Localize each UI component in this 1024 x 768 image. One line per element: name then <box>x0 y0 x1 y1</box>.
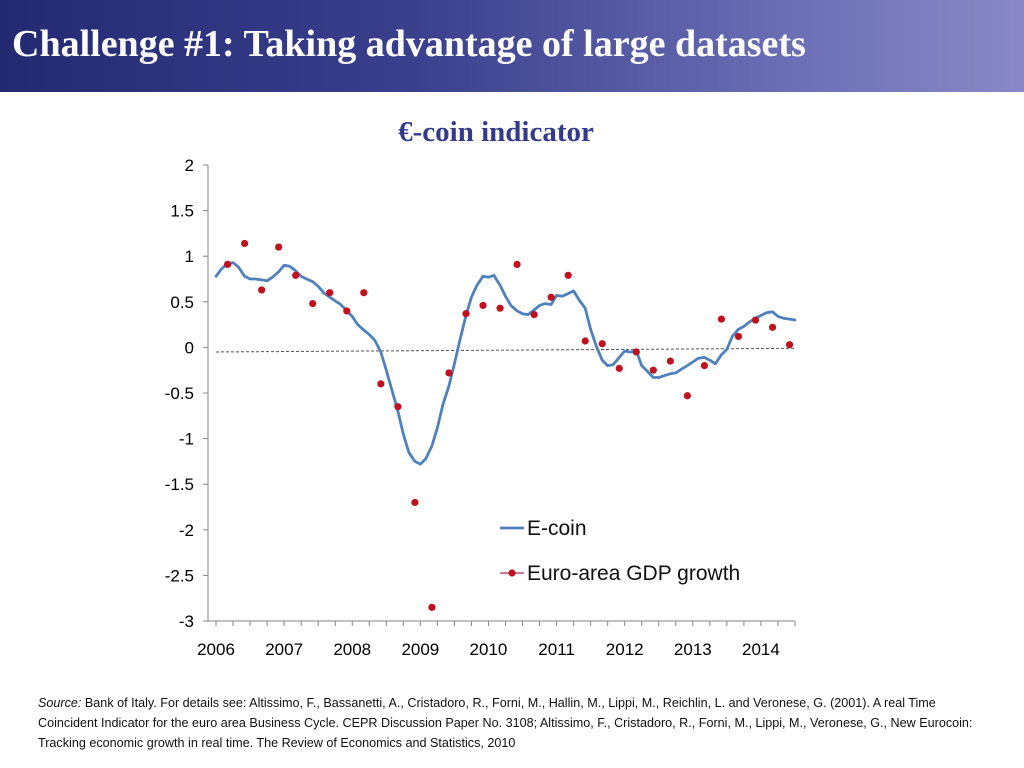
y-tick-label: 1 <box>185 247 194 266</box>
x-tick-label: 2009 <box>401 640 439 659</box>
gdp-growth-point <box>717 315 726 323</box>
gdp-growth-point <box>700 362 709 370</box>
legend-ecoin-label: E-coin <box>527 517 587 540</box>
y-tick-label: -2.5 <box>165 566 194 585</box>
x-tick-label: 2006 <box>197 640 235 659</box>
slide-title: Challenge #1: Taking advantage of large … <box>12 23 806 65</box>
source-text: Bank of Italy. For details see: Altissim… <box>38 696 973 750</box>
x-tick-label: 2007 <box>265 640 303 659</box>
legend-gdp-label: Euro-area GDP growth <box>527 562 740 585</box>
y-tick-label: 1.5 <box>170 202 194 221</box>
gdp-growth-point <box>513 260 521 269</box>
gdp-growth-point <box>530 310 538 319</box>
y-tick-label: 0 <box>185 338 194 357</box>
title-banner: Challenge #1: Taking advantage of large … <box>0 0 1024 92</box>
ecoin-chart: €-coin indicator 2 1.5 1 0.5 0 -0.5 -1 -1.5 -2 -2… <box>165 116 797 659</box>
ecoin-series-line <box>214 261 797 466</box>
gdp-growth-point <box>649 366 657 374</box>
y-tick-label: -0.5 <box>165 384 194 403</box>
x-tick-label: 2010 <box>470 640 508 659</box>
gdp-growth-point <box>343 307 351 315</box>
gdp-growth-point <box>632 348 640 356</box>
gdp-growth-point <box>751 316 760 324</box>
gdp-growth-point <box>223 260 232 269</box>
gdp-growth-point <box>683 392 691 400</box>
gdp-growth-point <box>377 380 385 388</box>
gdp-growth-point <box>479 301 487 310</box>
y-tick-label: -3 <box>179 612 194 631</box>
gdp-growth-point <box>564 271 572 279</box>
x-tick-label: 2011 <box>538 640 575 659</box>
x-tick-label: 2012 <box>606 640 644 659</box>
y-tick-label: -1.5 <box>165 475 194 494</box>
gdp-growth-point <box>496 304 504 312</box>
chart-legend: E-coin Euro-area GDP growth <box>500 517 740 585</box>
y-tick-label: 0.5 <box>170 293 194 312</box>
gdp-growth-point <box>411 498 419 507</box>
series-points <box>223 239 794 611</box>
trend-layer <box>215 347 796 353</box>
y-tick-label: 2 <box>185 156 194 175</box>
y-tick-label: -1 <box>179 430 194 449</box>
source-note: Source: Bank of Italy. For details see: … <box>38 693 998 753</box>
series-lines <box>214 261 797 466</box>
chart-title: €-coin indicator <box>398 116 594 148</box>
gdp-growth-point <box>462 310 470 318</box>
gdp-growth-point <box>258 286 266 294</box>
gdp-growth-point <box>326 289 334 297</box>
gdp-growth-point <box>275 243 283 251</box>
x-tick-label: 2013 <box>674 640 712 659</box>
gdp-growth-point <box>615 364 623 372</box>
y-tick-label: -2 <box>179 521 194 540</box>
x-tick-label: 2014 <box>742 640 780 659</box>
legend-gdp-swatch-point <box>508 569 516 577</box>
gdp-growth-point <box>445 369 453 377</box>
gdp-growth-point <box>292 271 300 279</box>
gdp-growth-point <box>547 293 555 301</box>
gdp-growth-point <box>734 332 743 341</box>
zero-trend-line <box>215 347 796 353</box>
gdp-growth-point <box>666 357 674 365</box>
gdp-growth-point <box>394 403 402 411</box>
source-label: Source: <box>38 696 82 710</box>
gdp-growth-point <box>581 337 589 345</box>
gdp-growth-point <box>598 340 606 348</box>
gdp-growth-point <box>309 300 317 308</box>
x-tick-label: 2008 <box>333 640 371 659</box>
gdp-growth-point <box>360 289 368 297</box>
gdp-growth-point <box>241 239 249 248</box>
gdp-growth-point <box>768 323 777 331</box>
gdp-growth-point <box>428 603 436 611</box>
gdp-growth-point <box>785 341 794 349</box>
